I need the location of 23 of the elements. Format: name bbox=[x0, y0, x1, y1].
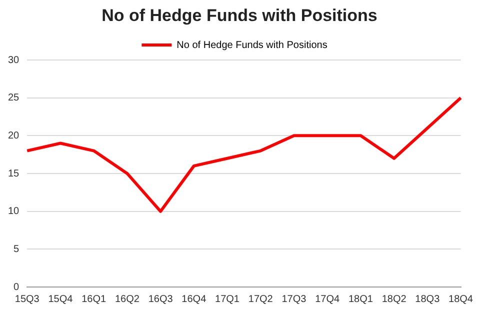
y-tick-label: 20 bbox=[8, 130, 20, 142]
y-tick-label: 10 bbox=[8, 206, 20, 218]
y-tick-label: 0 bbox=[14, 282, 20, 293]
x-tick-label: 15Q4 bbox=[48, 294, 74, 305]
y-tick-label: 25 bbox=[8, 92, 20, 104]
x-tick-label: 18Q3 bbox=[415, 294, 440, 305]
y-tick-label: 5 bbox=[14, 244, 20, 255]
x-tick-label: 17Q1 bbox=[215, 294, 240, 305]
x-tick-label: 16Q4 bbox=[182, 294, 207, 305]
chart-title: No of Hedge Funds with Positions bbox=[100, 6, 378, 26]
x-tick-label: 17Q2 bbox=[248, 294, 274, 305]
x-tick-label: 18Q1 bbox=[348, 294, 374, 305]
x-tick-label: 17Q3 bbox=[282, 294, 307, 305]
x-tick-label: 18Q2 bbox=[382, 294, 407, 305]
x-tick-label: 16Q1 bbox=[82, 294, 107, 305]
y-tick-label: 15 bbox=[8, 168, 20, 180]
x-tick-label: 16Q2 bbox=[114, 294, 140, 305]
x-tick-label: 17Q4 bbox=[315, 294, 340, 305]
legend-label: No of Hedge Funds with Positions bbox=[176, 40, 328, 51]
x-tick-label: 16Q3 bbox=[148, 294, 174, 305]
x-tick-label: 18Q4 bbox=[448, 294, 474, 305]
y-tick-label: 30 bbox=[8, 54, 20, 66]
x-tick-label: 15Q3 bbox=[14, 294, 40, 305]
